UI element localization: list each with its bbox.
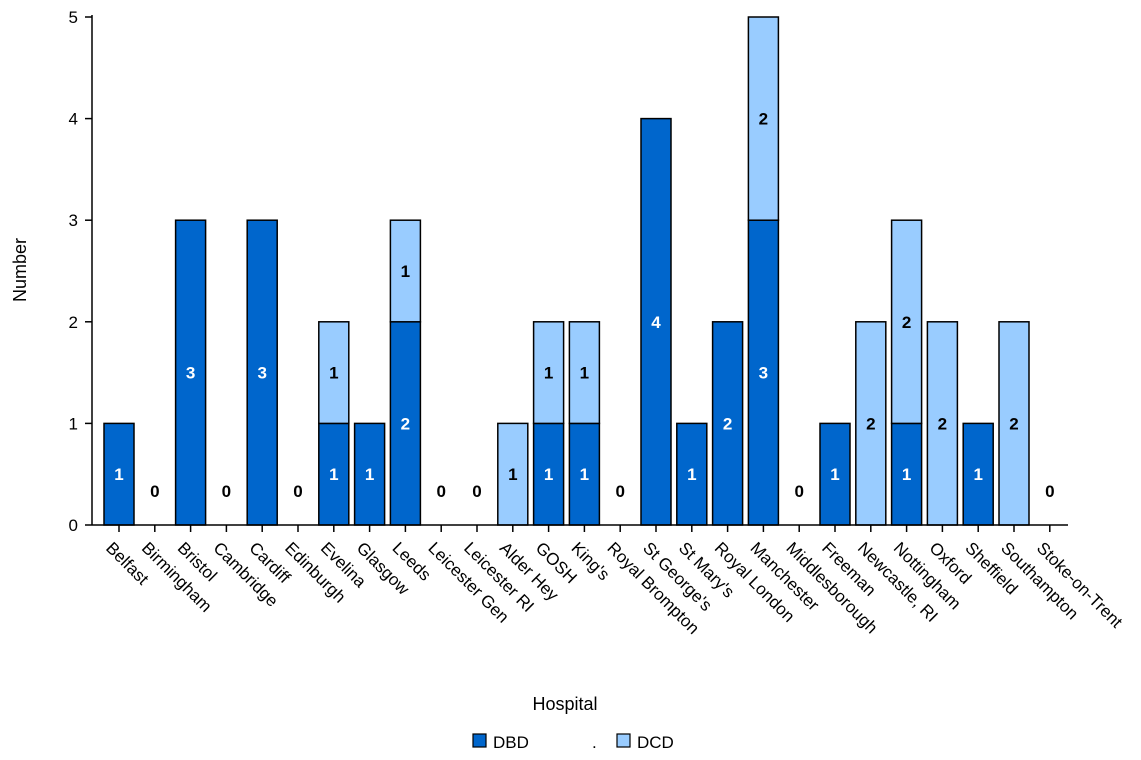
data-label-zero: 0 [472, 482, 481, 501]
data-label-dcd: 1 [508, 465, 517, 484]
bar-dbd [819, 422, 851, 526]
data-label-dbd: 3 [257, 364, 266, 383]
data-label-zero: 0 [794, 482, 803, 501]
data-label-dcd: 2 [1009, 414, 1018, 433]
bar-dbd [640, 117, 672, 526]
plot-area: 1 0 3 0 3 0 1 1 1 2 1 0 0 1 1 1 1 1 0 4 1 2 3 2 0 1 2 1 2 2 1 2 0 [103, 16, 1055, 526]
bar-dcd [926, 321, 959, 526]
data-label-dbd: 2 [723, 414, 732, 433]
y-tick-label: 5 [69, 8, 78, 27]
bar-dbd [532, 422, 565, 526]
data-label-zero: 0 [222, 482, 231, 501]
bar-dcd [532, 321, 565, 425]
y-tick-label: 2 [69, 313, 78, 332]
legend-label-dcd: DCD [637, 733, 674, 752]
data-label-dbd: 1 [365, 465, 374, 484]
data-label-dcd: 2 [938, 414, 947, 433]
data-label-dbd: 1 [830, 465, 839, 484]
bar-dbd [353, 422, 386, 526]
y-tick-label: 4 [69, 110, 78, 129]
data-label-zero: 0 [1045, 482, 1054, 501]
bar-dcd [855, 321, 887, 526]
data-label-dbd: 1 [973, 465, 982, 484]
legend-separator: . [592, 733, 597, 752]
data-label-dcd: 1 [580, 364, 589, 383]
bar-dbd [962, 422, 994, 526]
bar-dcd [389, 219, 422, 323]
bar-dbd [318, 422, 350, 526]
y-axis: 0 1 2 3 4 5 [69, 8, 93, 535]
y-tick-label: 0 [69, 516, 78, 535]
data-label-dcd: 1 [544, 364, 553, 383]
data-label-dbd: 1 [902, 465, 911, 484]
bar-dcd [568, 321, 601, 425]
data-label-dbd: 1 [114, 465, 123, 484]
data-label-dbd: 4 [651, 313, 661, 332]
data-label-zero: 0 [436, 482, 445, 501]
data-label-zero: 0 [293, 482, 302, 501]
data-label-dcd: 1 [401, 262, 410, 281]
y-axis-title: Number [10, 238, 30, 302]
data-label-zero: 0 [615, 482, 624, 501]
data-label-dcd: 1 [329, 364, 338, 383]
legend-swatch-dbd [472, 733, 487, 748]
y-tick-label: 3 [69, 211, 78, 230]
legend-label-dbd: DBD [493, 733, 529, 752]
y-tick-label: 1 [69, 414, 78, 433]
bar-dbd [103, 422, 135, 526]
x-axis-title: Hospital [532, 694, 597, 714]
bar-dcd [890, 219, 923, 425]
data-label-dbd: 3 [186, 364, 195, 383]
bar-dbd [174, 219, 207, 526]
bar-dbd [747, 219, 780, 526]
bar-dbd [711, 321, 744, 526]
data-label-dbd: 1 [329, 465, 338, 484]
data-label-dbd: 1 [687, 465, 696, 484]
data-label-dcd: 2 [866, 414, 875, 433]
data-label-dbd: 3 [759, 364, 768, 383]
legend: DBD. DCD [472, 733, 674, 752]
data-label-dbd: 1 [580, 465, 589, 484]
data-label-dcd: 2 [759, 110, 768, 129]
data-label-dbd: 2 [401, 414, 410, 433]
x-axis: BelfastBirminghamBristolCambridgeCardiff… [92, 524, 1126, 638]
data-label-zero: 0 [150, 482, 159, 501]
data-label-dbd: 1 [544, 465, 553, 484]
bar-dcd [318, 321, 350, 425]
legend-swatch-dcd [616, 733, 631, 748]
bar-dbd [568, 422, 601, 526]
data-label-dcd: 2 [902, 313, 911, 332]
bar-dcd [747, 16, 780, 221]
